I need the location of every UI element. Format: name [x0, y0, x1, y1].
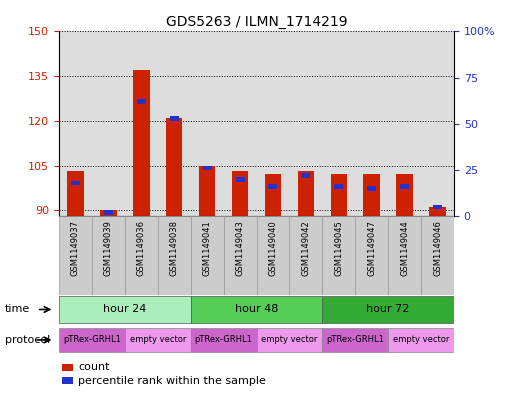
Bar [104, 210, 113, 215]
Text: hour 72: hour 72 [366, 305, 410, 314]
Bar [203, 166, 212, 171]
Bar [265, 174, 281, 216]
Text: empty vector: empty vector [393, 336, 449, 344]
Bar [367, 186, 376, 191]
Bar [191, 296, 322, 323]
Bar [62, 377, 73, 384]
Bar [125, 216, 158, 295]
Text: time: time [5, 305, 30, 314]
Bar [158, 216, 191, 295]
Bar [59, 296, 191, 323]
Bar [100, 210, 116, 216]
Text: GSM1149038: GSM1149038 [170, 220, 179, 276]
Bar [322, 296, 454, 323]
Bar [137, 99, 146, 104]
Bar [191, 327, 256, 352]
Text: protocol: protocol [5, 335, 50, 345]
Text: pTRex-GRHL1: pTRex-GRHL1 [194, 336, 252, 344]
Bar [298, 171, 314, 216]
Bar [400, 184, 409, 189]
Text: hour 48: hour 48 [235, 305, 278, 314]
Bar [67, 171, 84, 216]
Text: GSM1149039: GSM1149039 [104, 220, 113, 276]
Bar [334, 184, 343, 189]
Bar [268, 184, 278, 189]
Bar [355, 216, 388, 295]
Text: GSM1149037: GSM1149037 [71, 220, 80, 276]
Text: GSM1149042: GSM1149042 [301, 220, 310, 276]
Title: GDS5263 / ILMN_1714219: GDS5263 / ILMN_1714219 [166, 15, 347, 29]
Bar [301, 173, 310, 178]
Text: GSM1149040: GSM1149040 [268, 220, 278, 276]
Text: GSM1149043: GSM1149043 [235, 220, 245, 276]
Text: empty vector: empty vector [130, 336, 186, 344]
Bar [322, 327, 388, 352]
Text: pTRex-GRHL1: pTRex-GRHL1 [326, 336, 384, 344]
Bar [133, 70, 149, 216]
Text: empty vector: empty vector [261, 336, 318, 344]
Text: GSM1149036: GSM1149036 [137, 220, 146, 276]
Text: hour 24: hour 24 [103, 305, 147, 314]
Text: count: count [78, 362, 110, 373]
Bar [421, 216, 454, 295]
Bar [59, 327, 125, 352]
Bar [388, 327, 454, 352]
Bar [170, 116, 179, 121]
Text: GSM1149041: GSM1149041 [203, 220, 212, 276]
Bar [330, 174, 347, 216]
Bar [289, 216, 322, 295]
Text: pTRex-GRHL1: pTRex-GRHL1 [63, 336, 121, 344]
Bar [199, 165, 215, 216]
Text: GSM1149046: GSM1149046 [433, 220, 442, 276]
Bar [71, 181, 80, 185]
Bar [62, 364, 73, 371]
Bar [433, 205, 442, 209]
Bar [59, 216, 92, 295]
Bar [397, 174, 413, 216]
Bar [388, 216, 421, 295]
Bar [191, 216, 224, 295]
Text: GSM1149044: GSM1149044 [400, 220, 409, 276]
Bar [92, 216, 125, 295]
Bar [125, 327, 191, 352]
Text: GSM1149047: GSM1149047 [367, 220, 376, 276]
Bar [166, 118, 183, 216]
Bar [235, 177, 245, 182]
Text: percentile rank within the sample: percentile rank within the sample [78, 376, 266, 386]
Text: GSM1149045: GSM1149045 [334, 220, 343, 276]
Bar [322, 216, 355, 295]
Bar [256, 216, 289, 295]
Bar [364, 174, 380, 216]
Bar [429, 207, 446, 216]
Bar [256, 327, 322, 352]
Bar [232, 171, 248, 216]
Bar [224, 216, 256, 295]
